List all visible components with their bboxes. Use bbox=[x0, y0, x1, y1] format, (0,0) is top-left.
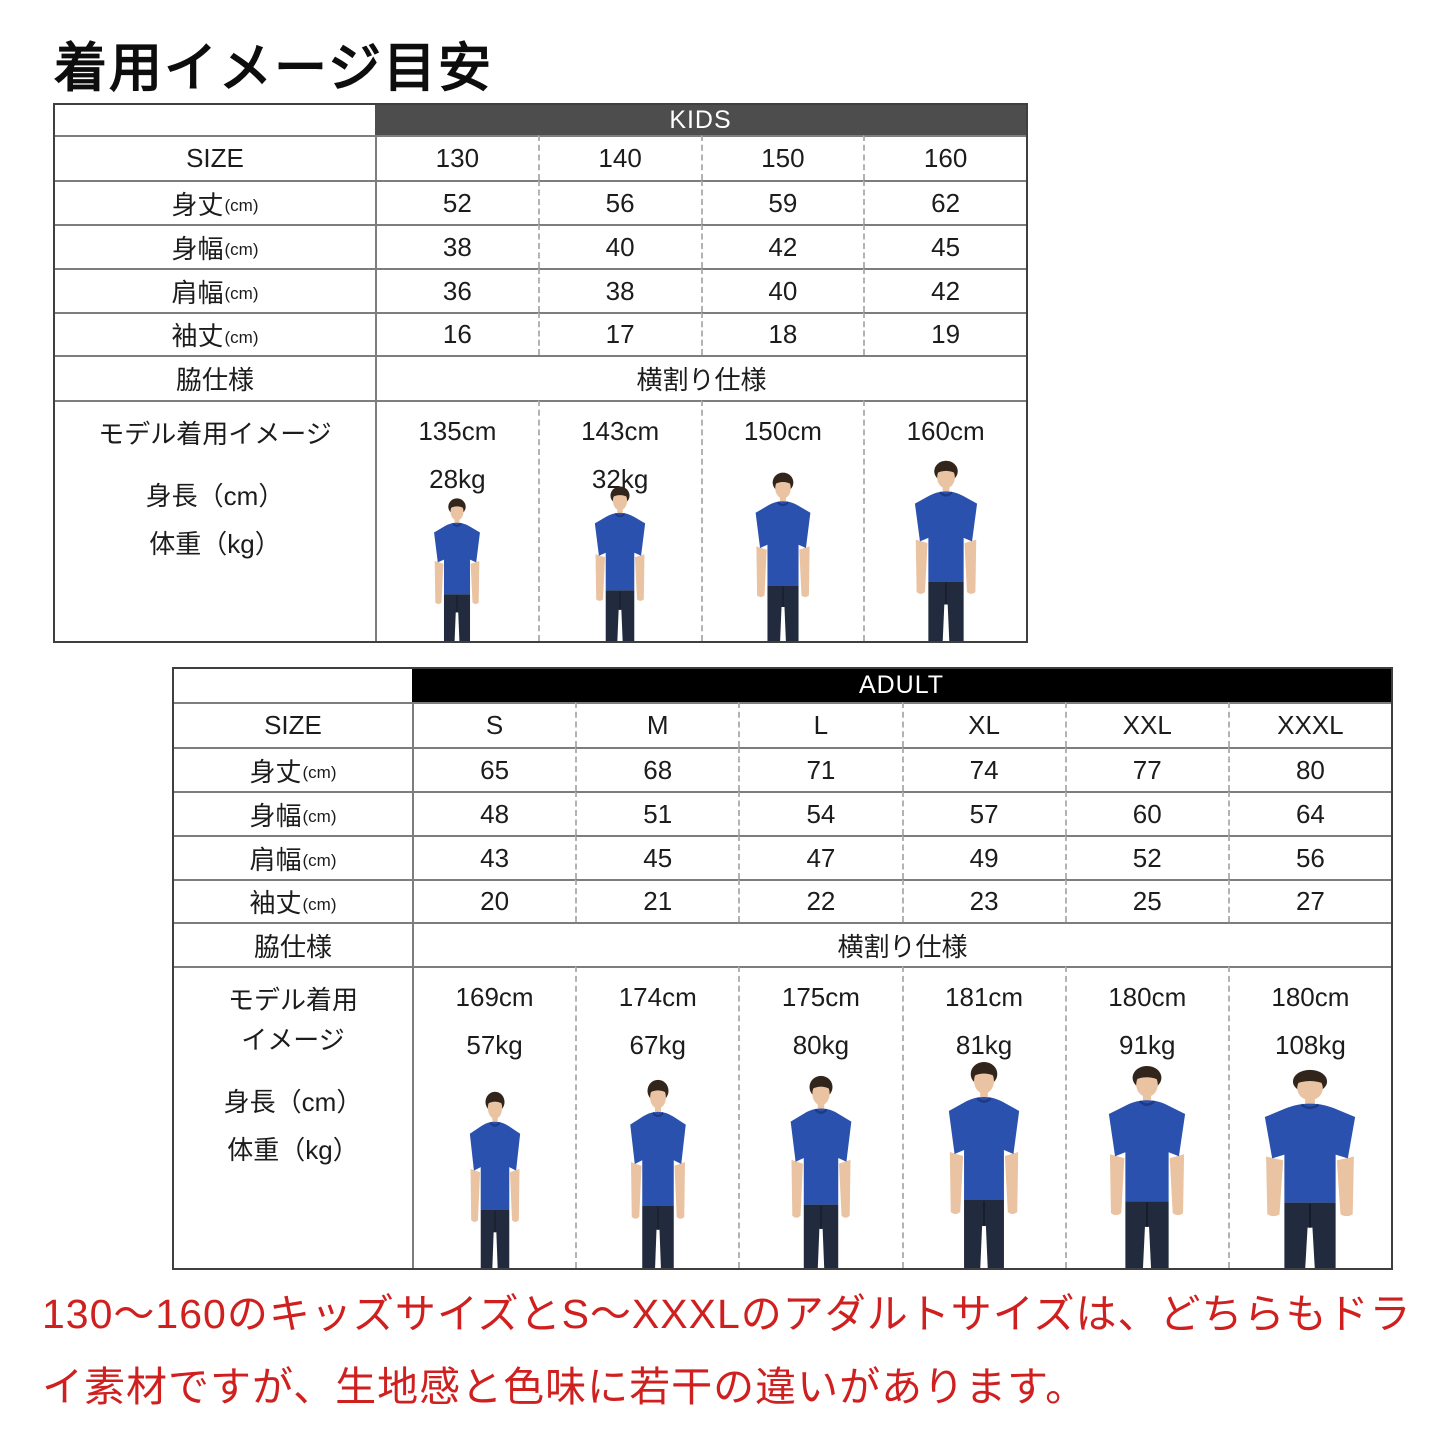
kids-size-table: KIDS SIZE 130 140 150 160 身丈 (cm) 52 56 5… bbox=[53, 103, 1028, 643]
kids-size-cell: 140 bbox=[537, 135, 701, 180]
adult-size-table: ADULT SIZE S M L XL XXL XXXL 身丈 (cm) 65 6… bbox=[172, 667, 1393, 1270]
adult-value-cell: 52 bbox=[1064, 835, 1228, 879]
kids-size-cell: 150 bbox=[700, 135, 864, 180]
adult-measure-label: 袖丈 (cm) bbox=[174, 879, 412, 922]
adult-value-cell: 56 bbox=[1227, 835, 1391, 879]
kids-measure-label: 身丈 (cm) bbox=[55, 180, 375, 224]
adult-value-cell: 68 bbox=[575, 747, 739, 791]
adult-model-cell: 181cm 81kg bbox=[901, 966, 1065, 1268]
kids-value-cell: 52 bbox=[375, 180, 538, 224]
adult-value-cell: 25 bbox=[1064, 879, 1228, 922]
adult-model-cell: 174cm 67kg bbox=[575, 966, 739, 1268]
kids-value-cell: 38 bbox=[537, 268, 701, 312]
adult-value-cell: 20 bbox=[412, 879, 576, 922]
kids-value-cell: 62 bbox=[863, 180, 1026, 224]
adult-model-cell: 180cm 91kg bbox=[1064, 966, 1228, 1268]
kids-model-photo-icon bbox=[904, 459, 988, 641]
adult-value-cell: 45 bbox=[575, 835, 739, 879]
adult-measure-label: 肩幅 (cm) bbox=[174, 835, 412, 879]
adult-value-cell: 23 bbox=[901, 879, 1065, 922]
adult-model-photo-icon bbox=[620, 1078, 695, 1268]
kids-model-cell: 143cm 32kg bbox=[537, 400, 701, 641]
adult-model-cell: 175cm 80kg bbox=[738, 966, 902, 1268]
adult-model-cell: 169cm 57kg bbox=[412, 966, 576, 1268]
adult-size-cell: XXL bbox=[1064, 702, 1228, 747]
kids-measure-label: 身幅 (cm) bbox=[55, 224, 375, 268]
adult-value-cell: 60 bbox=[1064, 791, 1228, 835]
kids-value-cell: 19 bbox=[863, 312, 1026, 355]
adult-size-cell: XL bbox=[901, 702, 1065, 747]
kids-value-cell: 56 bbox=[537, 180, 701, 224]
adult-value-cell: 51 bbox=[575, 791, 739, 835]
adult-value-cell: 57 bbox=[901, 791, 1065, 835]
kids-value-cell: 40 bbox=[537, 224, 701, 268]
kids-value-cell: 38 bbox=[375, 224, 538, 268]
kids-value-cell: 45 bbox=[863, 224, 1026, 268]
adult-value-cell: 74 bbox=[901, 747, 1065, 791]
kids-value-cell: 18 bbox=[700, 312, 864, 355]
kids-model-cell: 135cm 28kg bbox=[375, 400, 538, 641]
kids-value-cell: 17 bbox=[537, 312, 701, 355]
adult-value-cell: 65 bbox=[412, 747, 576, 791]
kids-value-cell: 42 bbox=[863, 268, 1026, 312]
adult-value-cell: 80 bbox=[1227, 747, 1391, 791]
kids-size-cell: 130 bbox=[375, 135, 538, 180]
adult-measure-label: 身丈 (cm) bbox=[174, 747, 412, 791]
adult-value-cell: 47 bbox=[738, 835, 902, 879]
adult-value-cell: 77 bbox=[1064, 747, 1228, 791]
adult-model-photo-icon bbox=[461, 1090, 529, 1268]
kids-size-row-label: SIZE bbox=[55, 135, 375, 180]
adult-model-photo-icon bbox=[1249, 1068, 1371, 1268]
adult-side-spec-label: 脇仕様 bbox=[174, 922, 412, 966]
page-title: 着用イメージ目安 bbox=[54, 39, 493, 98]
adult-value-cell: 48 bbox=[412, 791, 576, 835]
kids-value-cell: 16 bbox=[375, 312, 538, 355]
kids-model-photo-icon bbox=[746, 471, 820, 641]
kids-size-cell: 160 bbox=[863, 135, 1026, 180]
adult-value-cell: 49 bbox=[901, 835, 1065, 879]
adult-value-cell: 21 bbox=[575, 879, 739, 922]
adult-corner-cell bbox=[174, 669, 412, 702]
adult-value-cell: 64 bbox=[1227, 791, 1391, 835]
adult-model-photo-icon bbox=[780, 1074, 862, 1268]
adult-side-spec-value: 横割り仕様 bbox=[412, 922, 1391, 966]
kids-model-photo-icon bbox=[586, 485, 654, 641]
adult-value-cell: 71 bbox=[738, 747, 902, 791]
adult-model-photo-icon bbox=[1096, 1064, 1199, 1268]
kids-model-cell: 160cm – bbox=[863, 400, 1026, 641]
adult-value-cell: 27 bbox=[1227, 879, 1391, 922]
kids-model-label: モデル着用イメージ 身長（cm） 体重（kg） bbox=[55, 400, 375, 641]
adult-size-cell: L bbox=[738, 702, 902, 747]
adult-size-cell: M bbox=[575, 702, 739, 747]
adult-value-cell: 43 bbox=[412, 835, 576, 879]
adult-size-row-label: SIZE bbox=[174, 702, 412, 747]
kids-value-cell: 42 bbox=[700, 224, 864, 268]
kids-model-cell: 150cm – bbox=[700, 400, 864, 641]
adult-group-header: ADULT bbox=[412, 669, 1391, 702]
adult-model-label: モデル着用 イメージ 身長（cm） 体重（kg） bbox=[174, 966, 412, 1268]
adult-model-cell: 180cm 108kg bbox=[1227, 966, 1391, 1268]
kids-group-header: KIDS bbox=[375, 105, 1026, 135]
adult-size-cell: XXXL bbox=[1227, 702, 1391, 747]
kids-side-spec-label: 脇仕様 bbox=[55, 355, 375, 400]
kids-corner-cell bbox=[55, 105, 375, 135]
kids-side-spec-value: 横割り仕様 bbox=[375, 355, 1026, 400]
kids-value-cell: 36 bbox=[375, 268, 538, 312]
kids-measure-label: 袖丈 (cm) bbox=[55, 312, 375, 355]
material-difference-note: 130〜160のキッズサイズとS〜XXXLのアダルトサイズは、どちらもドライ素材… bbox=[42, 1291, 1412, 1410]
kids-model-photo-icon bbox=[426, 497, 488, 641]
kids-value-cell: 59 bbox=[700, 180, 864, 224]
kids-measure-label: 肩幅 (cm) bbox=[55, 268, 375, 312]
adult-value-cell: 54 bbox=[738, 791, 902, 835]
adult-size-cell: S bbox=[412, 702, 576, 747]
adult-value-cell: 22 bbox=[738, 879, 902, 922]
adult-model-photo-icon bbox=[937, 1060, 1032, 1268]
adult-measure-label: 身幅 (cm) bbox=[174, 791, 412, 835]
kids-value-cell: 40 bbox=[700, 268, 864, 312]
